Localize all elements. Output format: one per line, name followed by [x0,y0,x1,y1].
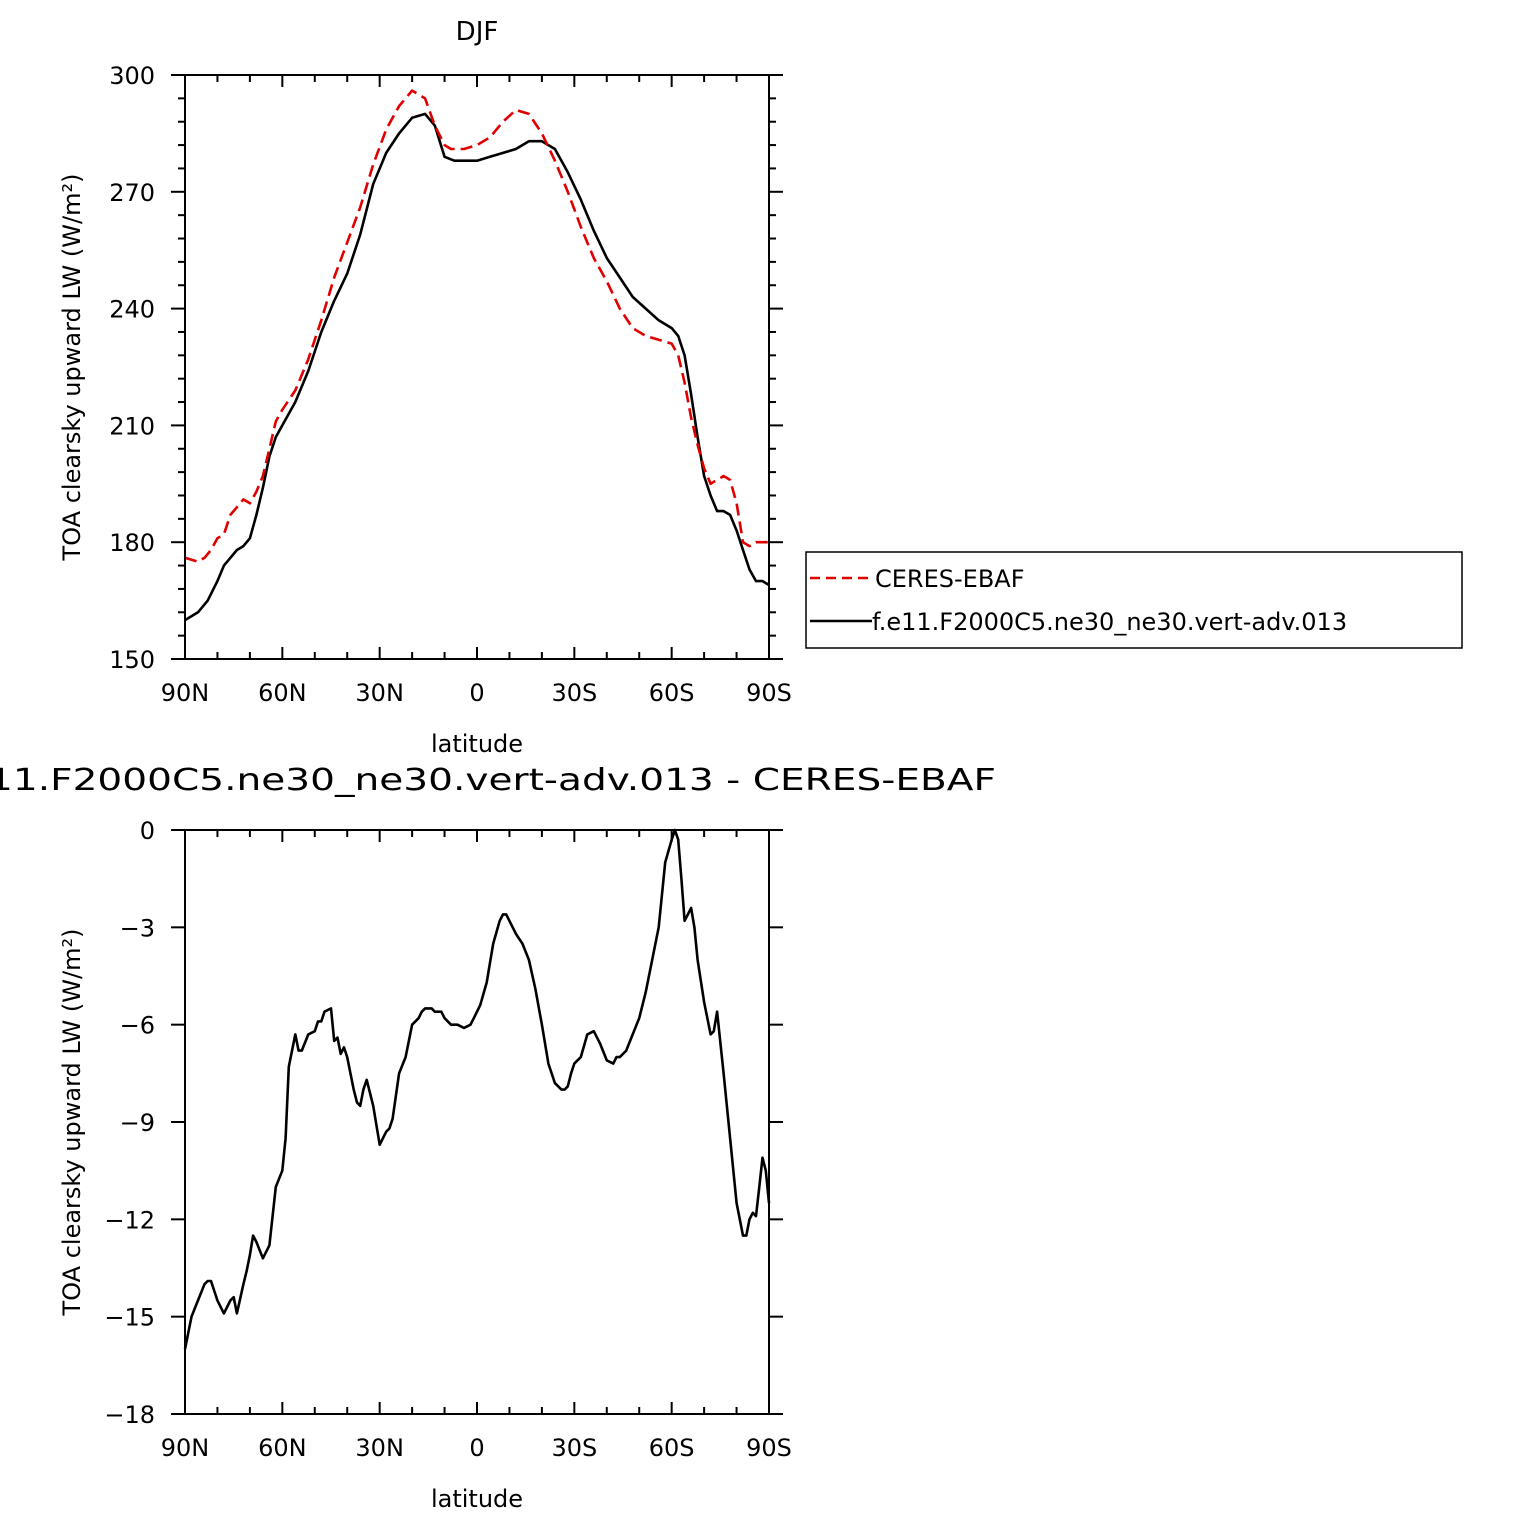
legend: CERES-EBAF f.e11.F2000C5.ne30_ne30.vert-… [805,551,1463,649]
top-x-tick-label: 60N [258,679,307,707]
legend-model-label: f.e11.F2000C5.ne30_ne30.vert-adv.013 [872,608,1347,636]
bottom-panel: 11.F2000C5.ne30_ne30.vert-adv.013 - CERE… [0,763,996,1513]
bottom-y-tick-label: −6 [120,1012,155,1040]
top-y-tick-label: 270 [109,179,155,207]
legend-box [805,551,1463,649]
bottom-x-tick-label: 30S [551,1434,597,1462]
bottom-y-tick-label: 0 [140,817,155,845]
top-series-model-line [184,112,770,622]
bottom-series-model-line [183,828,771,1350]
bottom-x-tick-label: 90S [746,1434,792,1462]
top-x-tick-label: 30N [355,679,404,707]
bottom-x-tick-label: 90N [161,1434,210,1462]
bottom-y-tick-label: −3 [120,914,155,942]
bottom-chart-title: 11.F2000C5.ne30_ne30.vert-adv.013 - CERE… [0,763,996,798]
bottom-y-tick-label: −18 [104,1401,155,1429]
bottom-series-layer [183,828,771,1350]
bottom-x-tick-label: 60N [258,1434,307,1462]
bottom-x-tick-label: 0 [469,1434,484,1462]
top-y-tick-label: 300 [109,62,155,90]
top-series-ceres-ebaf-line [184,89,769,563]
top-series-layer [184,89,770,622]
top-y-tick-label: 150 [109,646,155,674]
legend-ceres-label: CERES-EBAF [875,565,1025,593]
top-x-tick-label: 90S [746,679,792,707]
top-y-tick-label: 180 [109,529,155,557]
top-plot-frame [184,74,770,660]
bottom-y-tick-label: −9 [120,1109,155,1137]
top-x-tick-label: 0 [469,679,484,707]
top-x-tick-label: 30S [551,679,597,707]
bottom-x-tick-label: 30N [355,1434,404,1462]
top-panel: DJF 90N 60N 30N 0 30S 60S 90S 150 180 210 240 270 30… [58,17,792,758]
bottom-x-tick-label: 60S [649,1434,695,1462]
top-ticks: 90N 60N 30N 0 30S 60S 90S 150 180 210 240 270 300 [109,62,792,707]
bottom-y-axis-label: TOA clearsky upward LW (W/m²) [58,929,86,1317]
top-x-axis-label: latitude [431,730,523,758]
top-y-axis-label: TOA clearsky upward LW (W/m²) [58,174,86,562]
bottom-y-tick-label: −15 [104,1304,155,1332]
top-x-tick-label: 90N [161,679,210,707]
bottom-y-tick-label: −12 [104,1206,155,1234]
top-chart-title: DJF [456,17,499,47]
top-x-tick-label: 60S [649,679,695,707]
top-y-tick-label: 210 [109,412,155,440]
bottom-plot-frame [184,829,770,1415]
top-y-tick-label: 240 [109,296,155,324]
bottom-x-axis-label: latitude [431,1485,523,1513]
